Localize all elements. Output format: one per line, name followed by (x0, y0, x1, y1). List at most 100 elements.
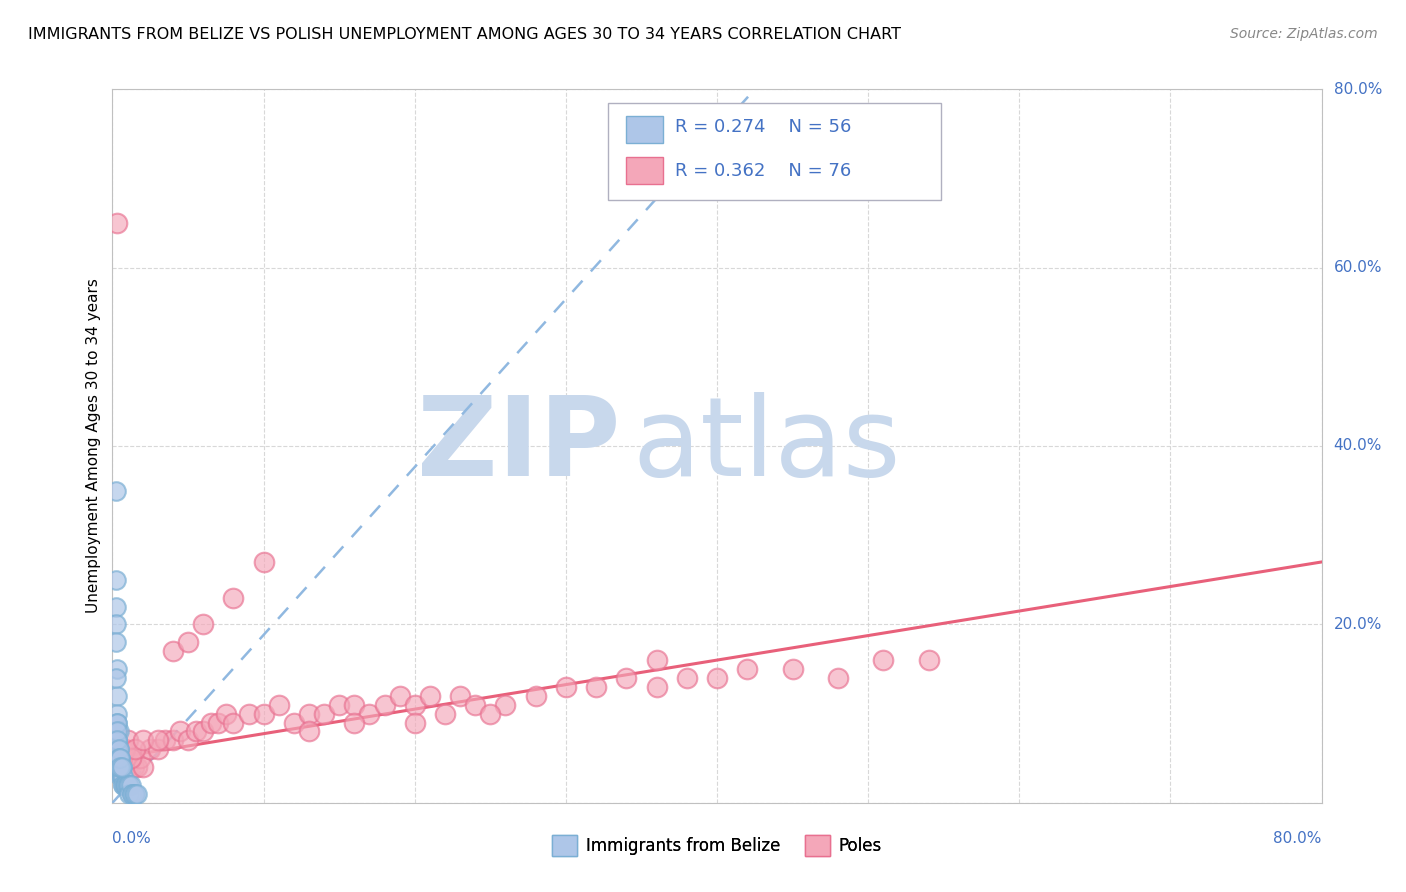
Point (107, 760, 129, 774)
Point (117, 778, 139, 792)
Point (104, 599, 127, 614)
Point (107, 751, 129, 765)
Text: R = 0.362    N = 76: R = 0.362 N = 76 (675, 162, 851, 180)
Point (146, 742, 169, 756)
Point (177, 733, 200, 747)
Point (404, 698, 426, 712)
Point (107, 742, 129, 756)
Text: Source: ZipAtlas.com: Source: ZipAtlas.com (1230, 27, 1378, 41)
Text: atlas: atlas (633, 392, 901, 500)
Point (122, 760, 145, 774)
FancyBboxPatch shape (609, 103, 941, 200)
Point (105, 706, 128, 721)
Point (449, 689, 471, 703)
Text: 80.0%: 80.0% (1274, 831, 1322, 847)
Point (108, 760, 131, 774)
Point (120, 778, 142, 792)
Point (155, 733, 177, 747)
Point (706, 671, 728, 685)
Point (524, 689, 547, 703)
Point (162, 644, 184, 658)
Point (118, 787, 141, 801)
Point (328, 698, 350, 712)
Point (110, 760, 132, 774)
Point (283, 715, 305, 730)
Point (169, 724, 191, 739)
Point (108, 760, 131, 774)
Point (433, 706, 456, 721)
Point (107, 751, 129, 765)
Point (162, 733, 184, 747)
Point (464, 698, 486, 712)
Point (104, 671, 127, 685)
Point (110, 769, 132, 783)
Point (419, 689, 441, 703)
Point (737, 662, 759, 676)
Point (104, 573, 127, 587)
FancyBboxPatch shape (626, 157, 662, 184)
Text: ZIP: ZIP (418, 392, 620, 500)
Point (222, 591, 245, 605)
Text: IMMIGRANTS FROM BELIZE VS POLISH UNEMPLOYMENT AMONG AGES 30 TO 34 YEARS CORRELAT: IMMIGRANTS FROM BELIZE VS POLISH UNEMPLO… (28, 27, 901, 42)
Point (616, 671, 638, 685)
Point (110, 769, 132, 783)
Point (104, 483, 127, 498)
Point (191, 617, 214, 632)
Point (108, 751, 131, 765)
Point (404, 715, 426, 730)
Point (314, 706, 336, 721)
Point (132, 733, 155, 747)
Point (215, 706, 238, 721)
Point (115, 778, 138, 792)
Legend: Immigrants from Belize, Poles: Immigrants from Belize, Poles (546, 829, 889, 863)
Point (343, 698, 366, 712)
Point (191, 724, 214, 739)
Point (125, 787, 148, 801)
Point (105, 733, 128, 747)
Point (112, 778, 135, 792)
Point (121, 787, 143, 801)
Point (114, 769, 136, 783)
Point (112, 742, 135, 756)
Point (177, 635, 200, 649)
Point (104, 751, 127, 765)
Point (675, 671, 697, 685)
Point (105, 689, 128, 703)
Point (207, 715, 229, 730)
Point (267, 698, 290, 712)
Text: 40.0%: 40.0% (1334, 439, 1382, 453)
Point (118, 778, 141, 792)
Point (117, 733, 139, 747)
Point (122, 787, 145, 801)
Point (105, 733, 128, 747)
Point (125, 760, 148, 774)
Point (110, 751, 132, 765)
Point (343, 715, 366, 730)
Point (110, 760, 132, 774)
Point (107, 751, 129, 765)
Point (107, 724, 129, 739)
Point (112, 769, 135, 783)
Point (105, 724, 128, 739)
Point (184, 724, 207, 739)
Point (105, 733, 128, 747)
Point (108, 769, 131, 783)
Point (108, 760, 131, 774)
Point (114, 778, 136, 792)
Point (124, 787, 146, 801)
Point (107, 751, 129, 765)
Point (107, 742, 129, 756)
Point (108, 751, 131, 765)
Point (872, 653, 894, 667)
Point (107, 760, 129, 774)
Point (200, 715, 222, 730)
Point (120, 751, 142, 765)
Text: 80.0%: 80.0% (1334, 82, 1382, 96)
Point (115, 760, 138, 774)
Point (585, 680, 607, 694)
Point (139, 742, 162, 756)
Point (918, 653, 941, 667)
Point (117, 760, 139, 774)
Point (479, 706, 502, 721)
Point (827, 671, 849, 685)
